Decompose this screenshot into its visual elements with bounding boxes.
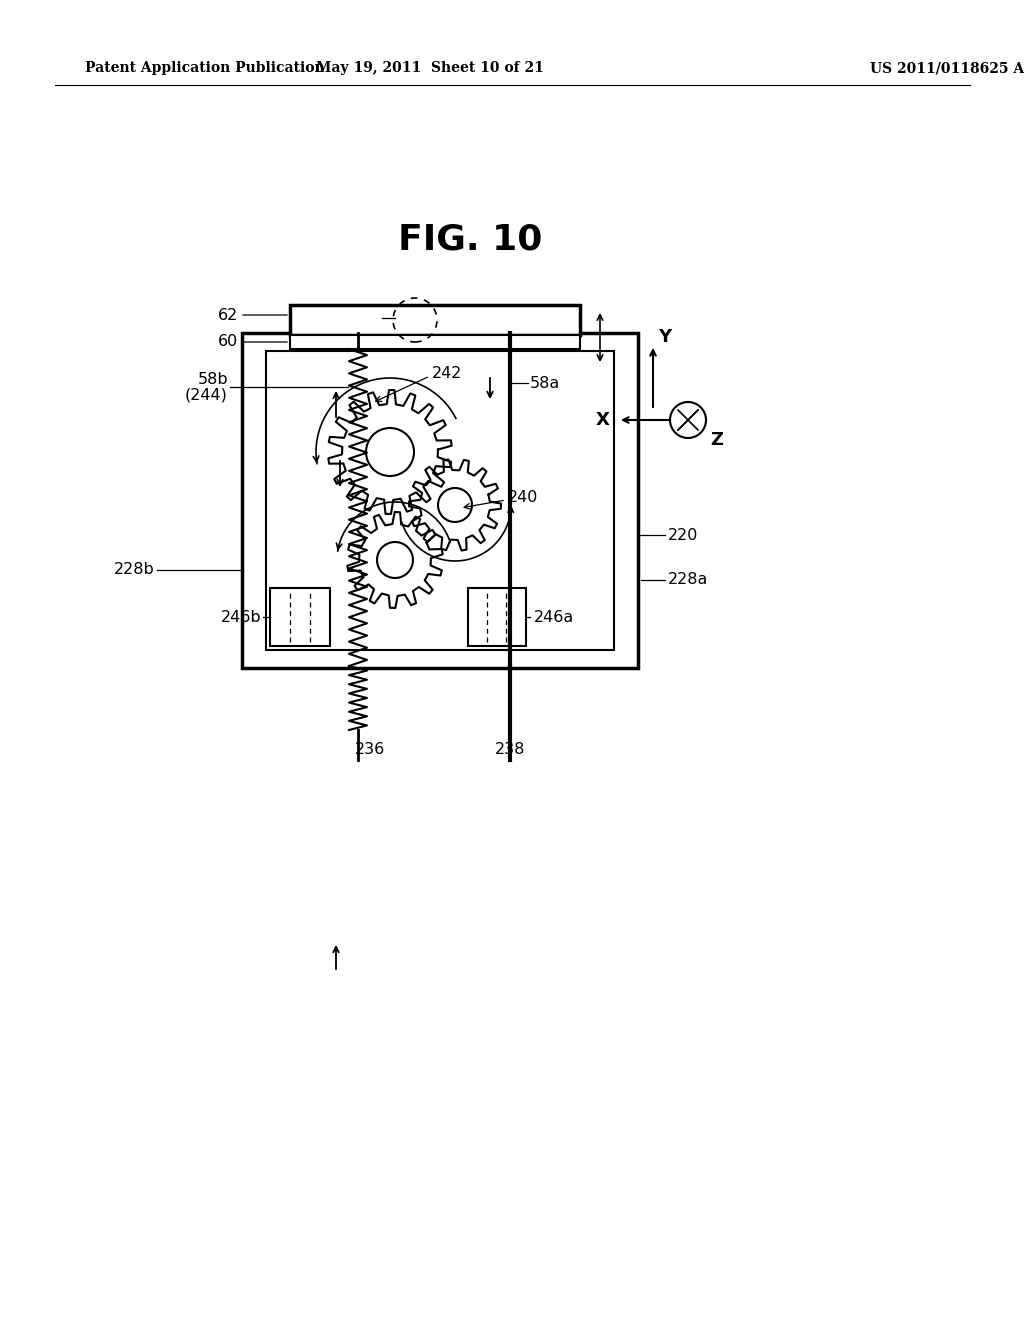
Text: US 2011/0118625 A1: US 2011/0118625 A1 xyxy=(870,61,1024,75)
Text: 228b: 228b xyxy=(115,562,155,578)
Text: 236: 236 xyxy=(355,742,385,758)
Text: 64: 64 xyxy=(359,310,380,326)
Text: Z: Z xyxy=(710,432,723,449)
Text: 62: 62 xyxy=(218,308,238,322)
Text: X: X xyxy=(596,411,610,429)
Text: 58a: 58a xyxy=(530,375,560,391)
Text: 246b: 246b xyxy=(221,610,262,624)
Circle shape xyxy=(670,403,706,438)
Bar xyxy=(290,335,580,348)
Text: Y: Y xyxy=(658,327,671,346)
Bar xyxy=(266,351,614,649)
Text: 220: 220 xyxy=(668,528,698,543)
Text: Patent Application Publication: Patent Application Publication xyxy=(85,61,325,75)
Text: May 19, 2011  Sheet 10 of 21: May 19, 2011 Sheet 10 of 21 xyxy=(316,61,544,75)
Bar xyxy=(242,333,638,668)
Bar xyxy=(290,305,580,335)
Text: 242: 242 xyxy=(432,366,463,380)
Bar xyxy=(270,587,330,645)
Text: 238: 238 xyxy=(495,742,525,758)
Text: 58b: 58b xyxy=(198,372,228,388)
Text: 246a: 246a xyxy=(534,610,574,624)
Text: FIG. 10: FIG. 10 xyxy=(397,223,542,257)
Text: 60: 60 xyxy=(218,334,238,350)
Text: 228a: 228a xyxy=(668,573,709,587)
Text: (244): (244) xyxy=(185,388,228,403)
Text: 240: 240 xyxy=(508,490,539,504)
Bar xyxy=(468,587,526,645)
